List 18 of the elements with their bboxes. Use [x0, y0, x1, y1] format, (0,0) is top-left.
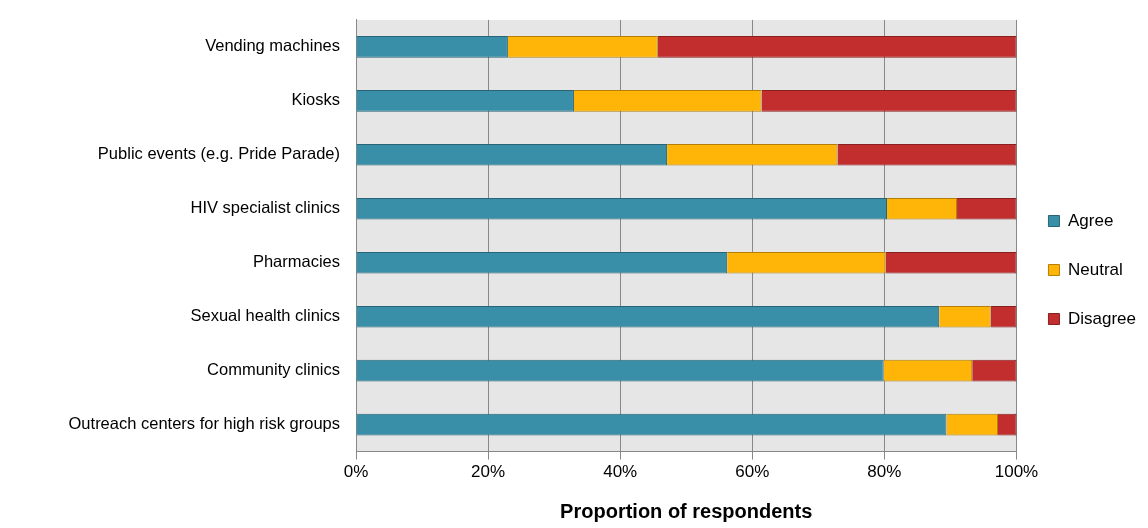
y-tick-label: Public events (e.g. Pride Parade) [97, 144, 340, 163]
x-tick-label: 80% [867, 462, 902, 482]
x-tick-label: 0% [343, 462, 369, 482]
legend-label: Disagree [1067, 308, 1137, 328]
x-axis-title: Proportion of respondents [560, 499, 813, 522]
y-tick-label: HIV specialist clinics [190, 198, 340, 217]
y-tick-label: Pharmacies [252, 252, 340, 271]
x-tick-label: 40% [603, 462, 638, 482]
y-tick-label: Outreach centers for high risk groups [68, 414, 340, 433]
x-tick-label: 60% [735, 462, 770, 482]
y-tick-label: Kiosks [291, 90, 340, 109]
x-tick-label: 100% [994, 462, 1039, 482]
y-tick-label: Sexual health clinics [190, 306, 340, 325]
x-tick-label: 20% [471, 462, 506, 482]
legend-label: Agree [1067, 210, 1114, 230]
y-tick-label: Vending machines [205, 36, 340, 55]
y-tick-label: Community clinics [207, 360, 340, 379]
legend-label: Neutral [1067, 259, 1123, 279]
